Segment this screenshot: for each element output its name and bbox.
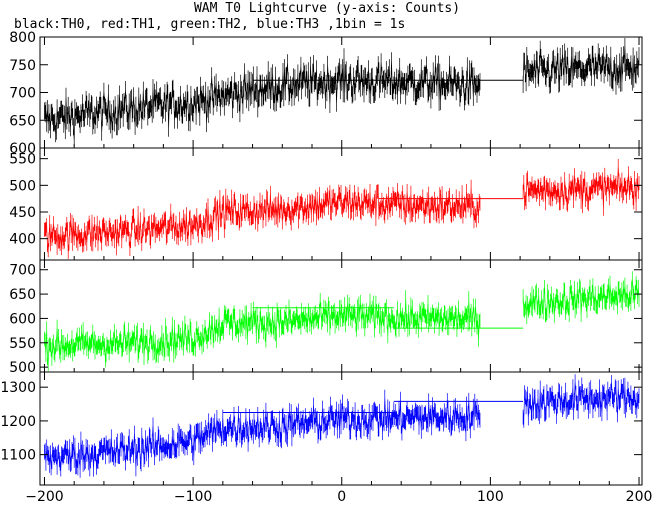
ytick-label-th2-650: 650 (9, 287, 36, 303)
ytick-label-th0-700: 700 (9, 86, 36, 102)
series-th3-part-0 (44, 389, 481, 478)
ytick-label-th0-750: 750 (9, 58, 36, 74)
ytick-label-th1-400: 400 (9, 232, 36, 248)
series-th1-part-1 (522, 159, 640, 216)
series-th3-part-1 (522, 374, 640, 428)
ytick-label-th3-1300: 1300 (0, 380, 36, 396)
xtick-label-0: 0 (337, 489, 346, 505)
series-th1-part-0 (44, 179, 481, 259)
ytick-label-th2-700: 700 (9, 263, 36, 279)
ytick-label-th2-550: 550 (9, 336, 36, 352)
xtick-label--200: −200 (25, 489, 63, 505)
series-th2-part-1 (522, 271, 640, 324)
ytick-label-th1-450: 450 (9, 205, 36, 221)
chart-title: WAM T0 Lightcurve (y-axis: Counts) (193, 1, 461, 16)
ytick-label-th3-1100: 1100 (0, 448, 36, 464)
ytick-label-th2-500: 500 (9, 360, 36, 376)
chart-subtitle: black:TH0, red:TH1, green:TH2, blue:TH3 … (14, 17, 406, 32)
xtick-label-200: 200 (626, 489, 653, 505)
ytick-label-th0-650: 650 (9, 113, 36, 129)
ytick-label-th1-550: 550 (9, 152, 36, 168)
xtick-label-100: 100 (477, 489, 504, 505)
ytick-label-th1-500: 500 (9, 178, 36, 194)
ytick-label-th0-600: 600 (9, 141, 36, 157)
panel-frame-0 (39, 36, 643, 149)
panel-frame-2 (39, 259, 643, 373)
panel-frame-3 (39, 371, 643, 486)
xtick-label--100: −100 (174, 489, 212, 505)
series-th0-part-1 (522, 38, 640, 95)
series-th2-part-0 (44, 290, 481, 371)
ytick-label-th2-600: 600 (9, 311, 36, 327)
ytick-label-th0-800: 800 (9, 30, 36, 46)
ytick-label-th3-1200: 1200 (0, 414, 36, 430)
series-th0-part-0 (44, 48, 481, 147)
